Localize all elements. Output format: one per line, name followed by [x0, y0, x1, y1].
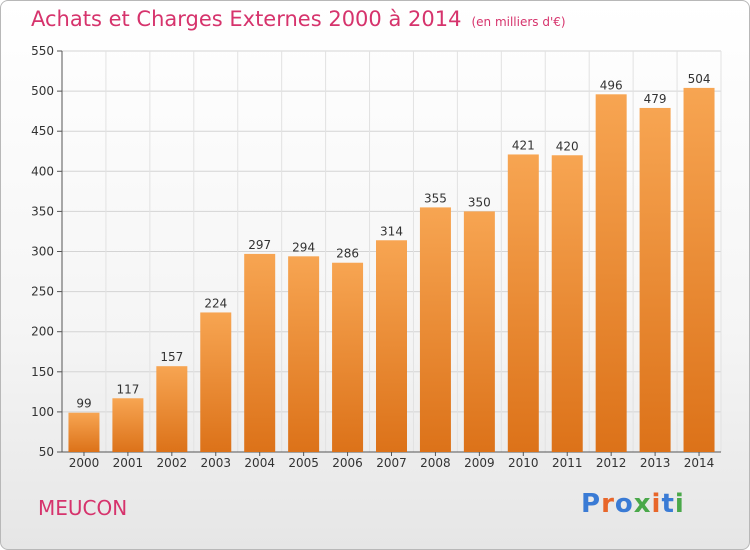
logo-letter: r	[601, 489, 615, 519]
y-tick-label: 400	[31, 164, 54, 178]
x-tick-label-2014: 2014	[684, 456, 715, 470]
value-label-2012: 496	[600, 78, 623, 92]
logo-letter: x	[633, 489, 652, 519]
value-label-2002: 157	[160, 350, 183, 364]
bar-2000	[68, 412, 100, 452]
y-tick-label: 500	[31, 84, 54, 98]
bar-2010	[507, 154, 539, 452]
value-label-2006: 286	[336, 247, 359, 261]
value-label-2007: 314	[380, 224, 403, 238]
x-tick-label-2006: 2006	[332, 456, 363, 470]
bar-2004	[244, 253, 276, 452]
value-label-2008: 355	[424, 191, 447, 205]
logo-letter: i	[651, 489, 662, 519]
x-tick-label-2011: 2011	[552, 456, 583, 470]
value-label-2011: 420	[556, 139, 579, 153]
value-label-2003: 224	[204, 296, 227, 310]
y-tick-label: 100	[31, 405, 54, 419]
value-label-2005: 294	[292, 240, 315, 254]
value-label-2004: 297	[248, 238, 271, 252]
chart-subtitle: (en milliers d'€)	[471, 15, 566, 29]
x-tick-label-2005: 2005	[288, 456, 319, 470]
town-name: MEUCON	[38, 496, 128, 520]
bar-2001	[112, 398, 144, 452]
bars	[68, 87, 715, 453]
x-tick-label-2009: 2009	[464, 456, 495, 470]
x-tick-label-2013: 2013	[640, 456, 671, 470]
value-label-2010: 421	[512, 138, 535, 152]
value-label-2000: 99	[76, 397, 91, 411]
chart-title-text: Achats et Charges Externes 2000 à 2014	[31, 7, 462, 31]
y-tick-label: 550	[31, 44, 54, 58]
x-tick-label-2004: 2004	[244, 456, 275, 470]
y-tick-label: 450	[31, 124, 54, 138]
x-tick-label-2002: 2002	[157, 456, 188, 470]
y-tick-label: 200	[31, 325, 54, 339]
labels: 50 100 150 200 250 300 350 400 450 500 550 99 2000 11…	[31, 44, 714, 470]
chart-title: Achats et Charges Externes 2000 à 2014 (e…	[31, 7, 566, 31]
y-tick-label: 350	[31, 204, 54, 218]
bar-2011	[551, 155, 583, 452]
logo-letter: i	[674, 489, 685, 519]
y-tick-label: 300	[31, 245, 54, 259]
x-tick-label-2010: 2010	[508, 456, 539, 470]
x-tick-label-2001: 2001	[113, 456, 144, 470]
logo-letter: o	[614, 489, 634, 519]
bar-2007	[376, 240, 407, 452]
value-label-2009: 350	[468, 195, 491, 209]
x-tick-label-2000: 2000	[69, 456, 100, 470]
bar-2014	[683, 87, 715, 452]
value-label-2013: 479	[644, 92, 667, 106]
y-tick-label: 150	[31, 365, 54, 379]
value-label-2014: 504	[688, 72, 711, 86]
bar-2003	[200, 312, 232, 452]
bar-2008	[419, 207, 451, 452]
x-tick-label-2007: 2007	[376, 456, 407, 470]
x-tick-label-2008: 2008	[420, 456, 451, 470]
bar-2002	[156, 366, 188, 452]
bar-2012	[595, 94, 627, 453]
value-label-2001: 117	[116, 382, 139, 396]
y-tick-label: 50	[39, 445, 54, 459]
x-tick-label-2003: 2003	[200, 456, 231, 470]
bar-2013	[639, 107, 671, 452]
bar-2005	[288, 256, 320, 452]
x-tick-label-2012: 2012	[596, 456, 627, 470]
proxiti-logo[interactable]: Proxiti	[581, 489, 685, 519]
y-tick-label: 250	[31, 285, 54, 299]
logo-letter: t	[661, 489, 675, 519]
bar-2006	[332, 262, 364, 452]
bar-2009	[463, 211, 495, 452]
logo-letter: P	[581, 489, 602, 519]
